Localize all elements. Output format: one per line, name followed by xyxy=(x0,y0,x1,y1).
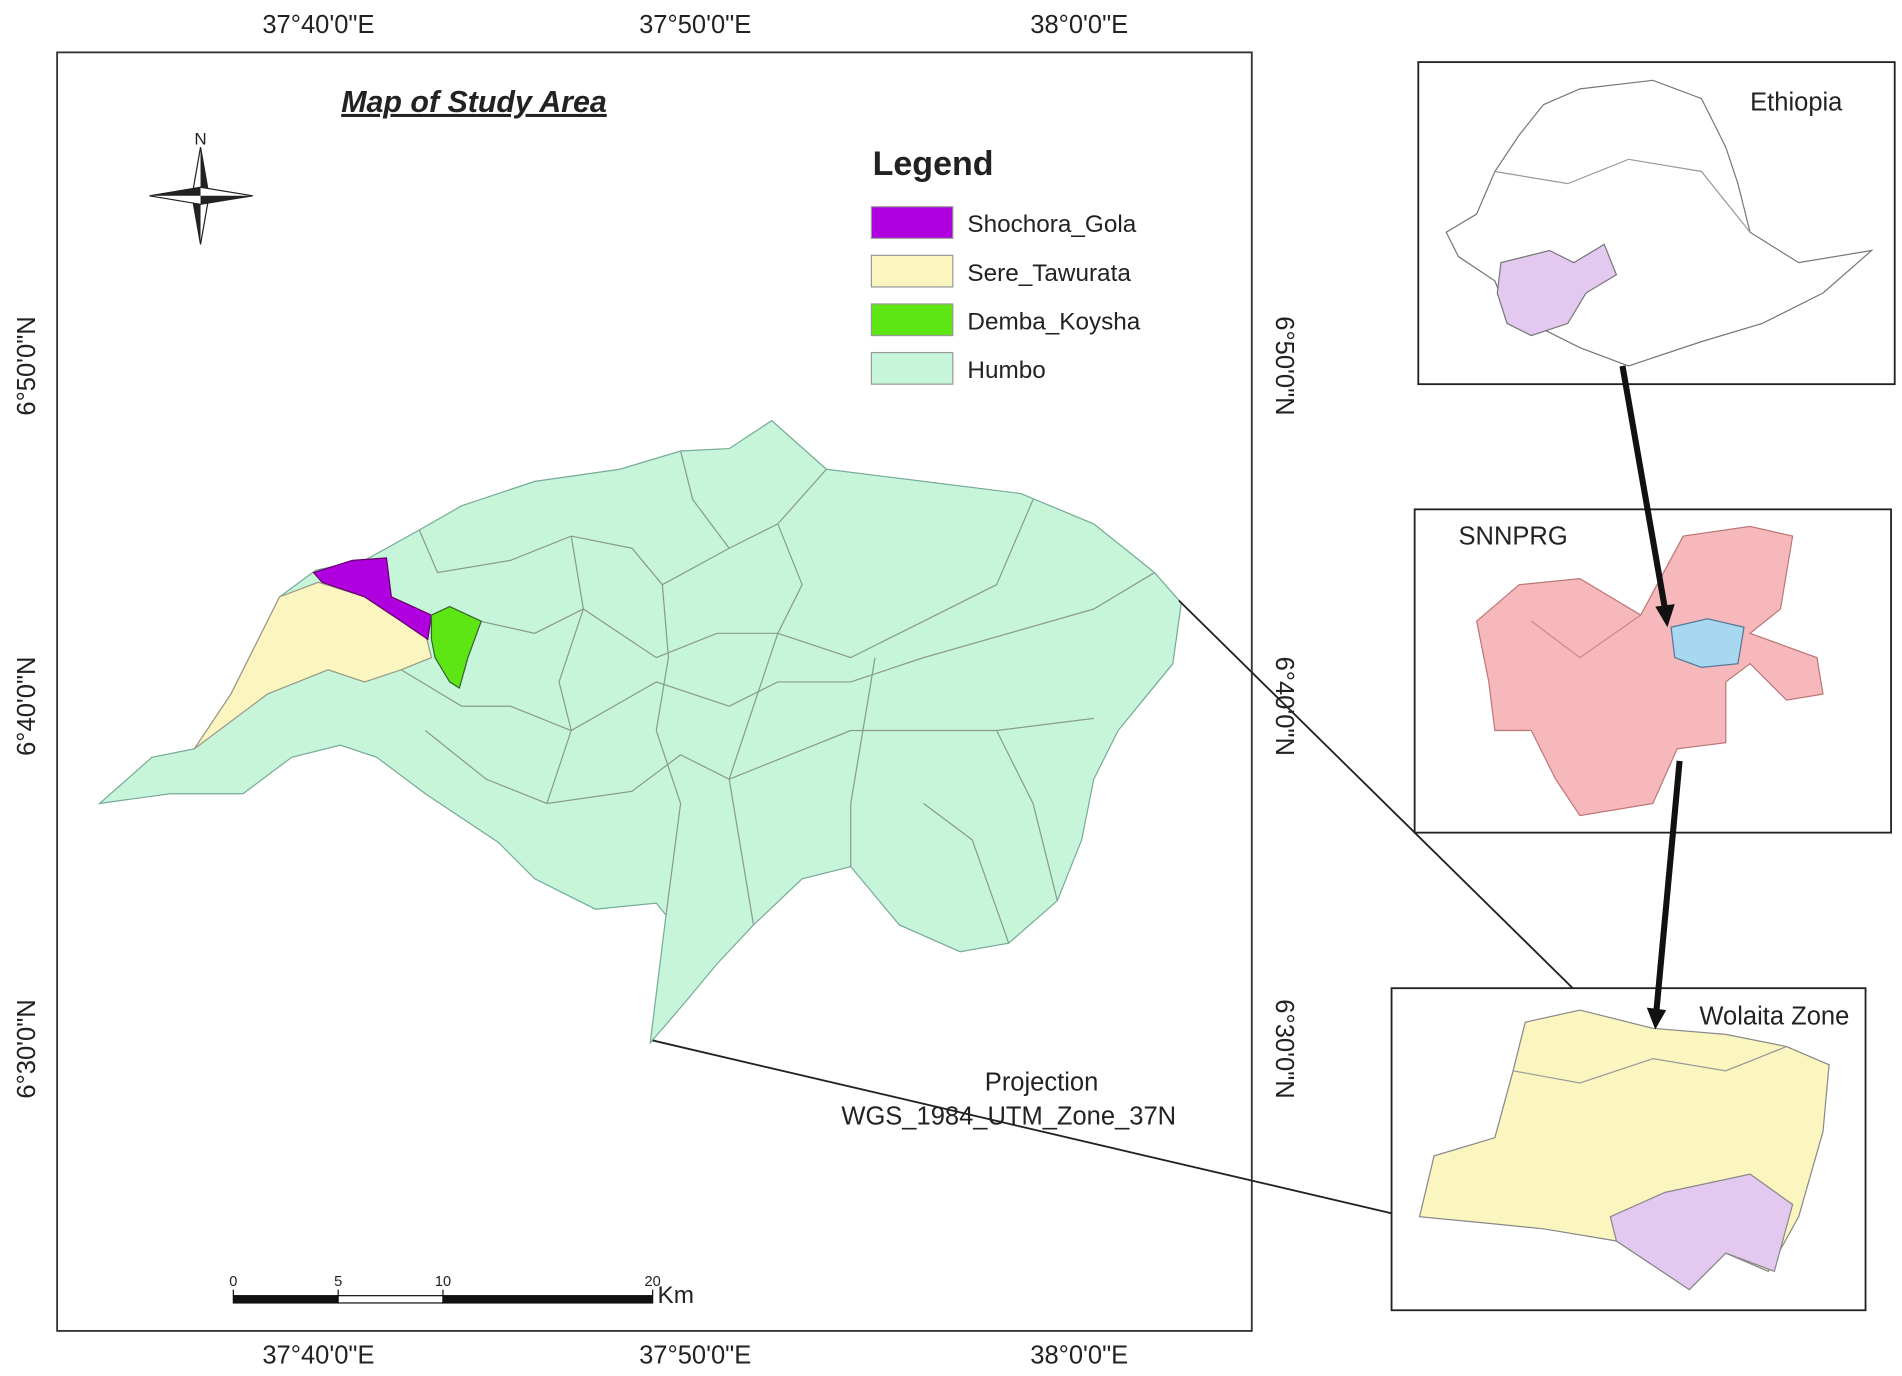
latitude-label: 6°50'0"N xyxy=(13,316,41,415)
legend-label: Demba_Koysha xyxy=(967,308,1140,335)
legend: Shochora_Gola Sere_Tawurata Demba_Koysha Hu… xyxy=(870,206,1141,385)
latitude-label: 6°50'0"N xyxy=(1270,316,1298,415)
inset-label: SNNPRG xyxy=(1459,523,1568,551)
longitude-label: 38°0'0"E xyxy=(1030,1342,1128,1370)
inset-label: Wolaita Zone xyxy=(1699,1003,1849,1031)
scale-segment xyxy=(232,1295,339,1304)
legend-label: Shochora_Gola xyxy=(967,211,1136,238)
legend-title: Legend xyxy=(873,145,994,183)
north-label: N xyxy=(194,130,206,149)
latitude-label: 6°30'0"N xyxy=(13,999,41,1098)
map-title: Map of Study Area xyxy=(341,85,607,119)
scale-segment xyxy=(337,1295,444,1304)
scale-tick-label: 10 xyxy=(435,1274,451,1290)
sere-tawurata-region xyxy=(193,581,433,750)
scale-tick-label: 0 xyxy=(229,1274,237,1290)
inset-wolaita: Wolaita Zone xyxy=(1390,987,1867,1312)
inset-label: Ethiopia xyxy=(1750,89,1843,117)
scale-segment xyxy=(442,1295,654,1304)
scale-tick-label: 5 xyxy=(334,1274,342,1290)
study-area xyxy=(97,419,1182,1045)
demba-koysha-region xyxy=(430,605,483,689)
north-arrow: N xyxy=(149,130,253,245)
legend-swatch xyxy=(870,351,954,385)
inset-snnprg: SNNPRG xyxy=(1413,508,1892,834)
legend-swatch xyxy=(870,206,954,239)
latitude-label: 6°40'0"N xyxy=(13,657,41,756)
projection-name: WGS_1984_UTM_Zone_37N xyxy=(841,1102,1176,1130)
inset-ethiopia: Ethiopia xyxy=(1417,61,1896,386)
scale-unit: Km xyxy=(657,1282,693,1309)
longitude-label: 37°50'0"E xyxy=(639,11,751,39)
latitude-label: 6°30'0"N xyxy=(1270,999,1298,1098)
legend-swatch xyxy=(870,254,954,288)
longitude-label: 38°0'0"E xyxy=(1030,11,1128,39)
longitude-label: 37°40'0"E xyxy=(262,1342,374,1370)
humbo-region xyxy=(97,419,1182,1045)
longitude-label: 37°40'0"E xyxy=(262,11,374,39)
legend-label: Humbo xyxy=(967,357,1045,384)
scale-tick-label: 20 xyxy=(645,1274,661,1290)
locator-arrows xyxy=(1619,365,1683,1030)
projection-label: Projection xyxy=(985,1068,1098,1096)
latitude-label: 6°40'0"N xyxy=(1270,657,1298,756)
legend-label: Sere_Tawurata xyxy=(967,260,1131,287)
shochora-gola-region xyxy=(312,557,433,641)
longitude-label: 37°50'0"E xyxy=(639,1342,751,1370)
map-frame xyxy=(56,51,1253,1332)
legend-swatch xyxy=(870,303,954,337)
